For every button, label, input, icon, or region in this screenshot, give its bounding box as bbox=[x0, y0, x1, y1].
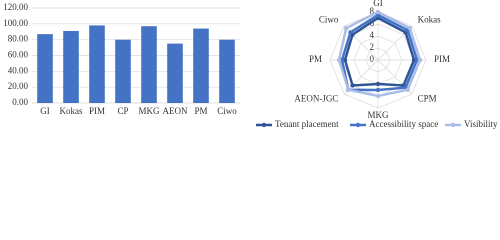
legend-marker bbox=[450, 122, 456, 128]
r-tick-label: 8 bbox=[370, 6, 375, 16]
chart: 0.00 20.00 40.00 60.00 80.00 100.00 120.00 GI Ko… bbox=[3, 0, 498, 129]
category-label: GI bbox=[373, 0, 383, 8]
bar bbox=[167, 43, 183, 103]
x-tick-label: PM bbox=[194, 106, 207, 116]
radar-marker bbox=[350, 83, 355, 88]
r-tick-label: 4 bbox=[370, 30, 375, 40]
legend-label: Accessibility space bbox=[369, 119, 438, 129]
legend-marker bbox=[355, 122, 361, 128]
radar-marker bbox=[343, 25, 349, 31]
y-tick-label: 80.00 bbox=[8, 34, 29, 44]
category-label: MKG bbox=[367, 110, 389, 120]
radar-marker bbox=[375, 81, 381, 87]
y-tick-label: 0.00 bbox=[12, 97, 28, 107]
y-tick-label: 40.00 bbox=[8, 65, 29, 75]
bar bbox=[141, 26, 157, 103]
y-tick-label: 100.00 bbox=[3, 18, 28, 28]
radar-marker bbox=[346, 87, 351, 92]
radar-marker bbox=[375, 87, 381, 93]
x-tick-label: PIM bbox=[89, 106, 105, 116]
legend-label: Visibility bbox=[464, 119, 498, 129]
category-label: PM bbox=[309, 54, 322, 64]
x-tick-label: Ciwo bbox=[217, 106, 237, 116]
radar-marker bbox=[348, 30, 353, 35]
category-label: Kokas bbox=[418, 14, 441, 24]
radar-marker bbox=[405, 87, 410, 92]
bar bbox=[63, 30, 79, 103]
category-label: Ciwo bbox=[319, 14, 339, 24]
legend-marker bbox=[261, 122, 267, 128]
bar bbox=[219, 39, 235, 103]
radar-marker bbox=[375, 93, 381, 99]
x-tick-label: GI bbox=[40, 106, 50, 116]
radar-marker bbox=[336, 57, 342, 63]
category-label: PIM bbox=[434, 54, 450, 64]
x-tick-label: Kokas bbox=[60, 106, 83, 116]
bar bbox=[89, 25, 105, 104]
radar-marker bbox=[375, 9, 381, 15]
bar bbox=[193, 28, 209, 103]
y-tick-label: 20.00 bbox=[8, 81, 29, 91]
legend-label: Tenant placement bbox=[275, 119, 339, 129]
radar-marker bbox=[407, 25, 413, 31]
bar bbox=[115, 39, 131, 103]
category-label: CPM bbox=[418, 94, 437, 104]
category-label: AEON-JGC bbox=[294, 94, 338, 104]
y-tick-label: 120.00 bbox=[3, 2, 28, 12]
bar bbox=[37, 34, 53, 103]
x-tick-label: AEON bbox=[163, 106, 188, 116]
y-tick-label: 60.00 bbox=[8, 50, 29, 60]
x-tick-label: MKG bbox=[138, 106, 160, 116]
x-tick-label: CP bbox=[117, 106, 128, 116]
radar-marker bbox=[417, 57, 423, 63]
r-tick-label: 0 bbox=[370, 54, 375, 64]
r-tick-label: 2 bbox=[370, 42, 375, 52]
